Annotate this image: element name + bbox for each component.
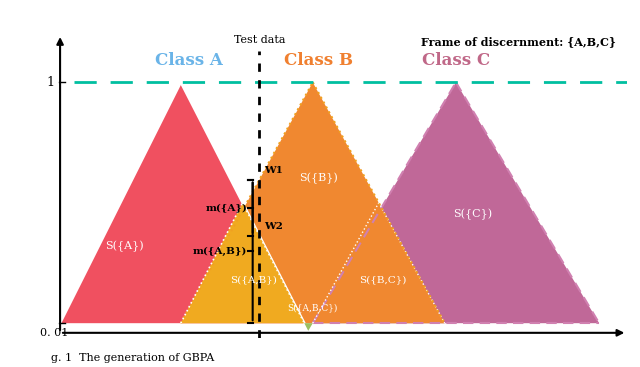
- Polygon shape: [313, 203, 445, 323]
- Text: Class C: Class C: [422, 52, 490, 69]
- Text: Class A: Class A: [156, 52, 223, 69]
- Text: S({A,B,C}): S({A,B,C}): [287, 303, 338, 312]
- Text: S({A}): S({A}): [106, 240, 144, 252]
- Text: W2: W2: [264, 222, 283, 231]
- Text: 0. 01: 0. 01: [40, 328, 68, 338]
- Text: S({B,C}): S({B,C}): [359, 275, 406, 284]
- Text: Test data: Test data: [234, 35, 285, 45]
- Text: m({A}): m({A}): [205, 203, 247, 212]
- Text: W1: W1: [264, 166, 283, 175]
- Polygon shape: [305, 323, 313, 331]
- Text: S({A,B}): S({A,B}): [230, 275, 277, 284]
- Text: 1: 1: [47, 76, 54, 89]
- Polygon shape: [181, 82, 445, 323]
- Polygon shape: [313, 82, 599, 323]
- Text: m({A,B}): m({A,B}): [193, 247, 247, 256]
- Text: S({C}): S({C}): [453, 209, 492, 221]
- Polygon shape: [60, 82, 305, 323]
- Text: Class B: Class B: [284, 52, 353, 69]
- Polygon shape: [181, 203, 305, 323]
- Text: Frame of discernment: {A,B,C}: Frame of discernment: {A,B,C}: [421, 37, 616, 48]
- Text: g. 1  The generation of GBPA: g. 1 The generation of GBPA: [51, 353, 214, 363]
- Text: S({B}): S({B}): [299, 173, 338, 184]
